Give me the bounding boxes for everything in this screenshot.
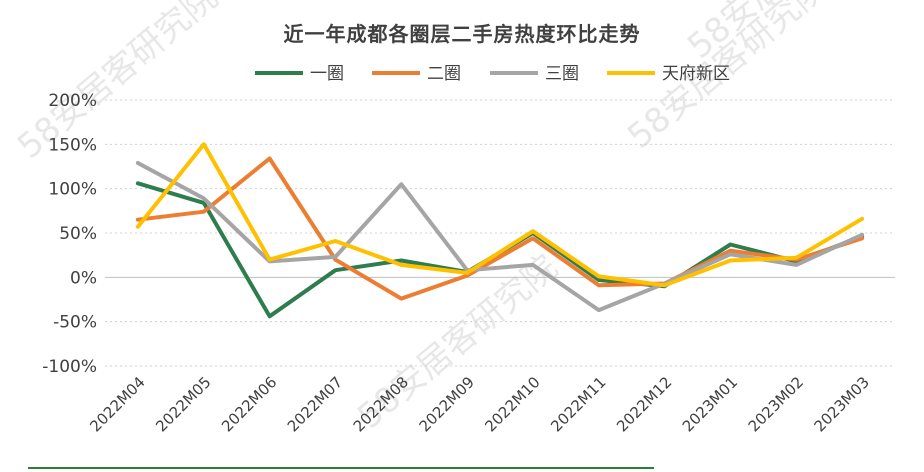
legend-label: 二圈 [427,64,461,84]
bottom-divider [28,467,654,469]
y-axis-ticks: 200% 150% 100% 50% 0% -50% -100% [42,91,97,377]
x-tick-label: 2022M07 [284,373,346,435]
x-axis-ticks: 2022M04 2022M05 2022M06 2022M07 2022M08 2022M… [86,373,873,435]
legend-label: 一圈 [310,64,344,84]
series-line-二圈 [135,156,865,301]
x-tick-label: 2022M12 [613,373,675,435]
x-tick-label: 2023M02 [745,373,807,435]
x-tick-label: 2023M01 [679,373,741,435]
chart-legend: 一圈 二圈 三圈 天府新区 [255,64,730,84]
x-tick-label: 2022M05 [152,373,214,435]
series-line-天府新区 [135,142,865,288]
legend-label: 三圈 [545,64,579,84]
series-lines [135,142,865,319]
chart-gridlines [105,99,895,367]
y-tick-label: 50% [59,224,97,244]
y-tick-label: -100% [42,357,97,377]
watermark-text: 58安居客研究院 [10,0,225,167]
legend-label: 天府新区 [662,64,730,84]
y-tick-label: 150% [48,135,97,155]
x-tick-label: 2022M06 [218,373,280,435]
y-tick-label: 100% [48,180,97,200]
series-line-三圈 [135,161,865,313]
x-tick-label: 2022M10 [481,373,543,435]
x-tick-label: 2022M11 [547,373,609,435]
chart-title: 近一年成都各圈层二手房热度环比走势 [283,22,641,46]
y-tick-label: 200% [48,91,97,111]
y-tick-label: 0% [70,268,97,288]
y-tick-label: -50% [53,313,97,333]
x-tick-label: 2023M03 [811,373,873,435]
x-tick-label: 2022M04 [86,373,148,435]
